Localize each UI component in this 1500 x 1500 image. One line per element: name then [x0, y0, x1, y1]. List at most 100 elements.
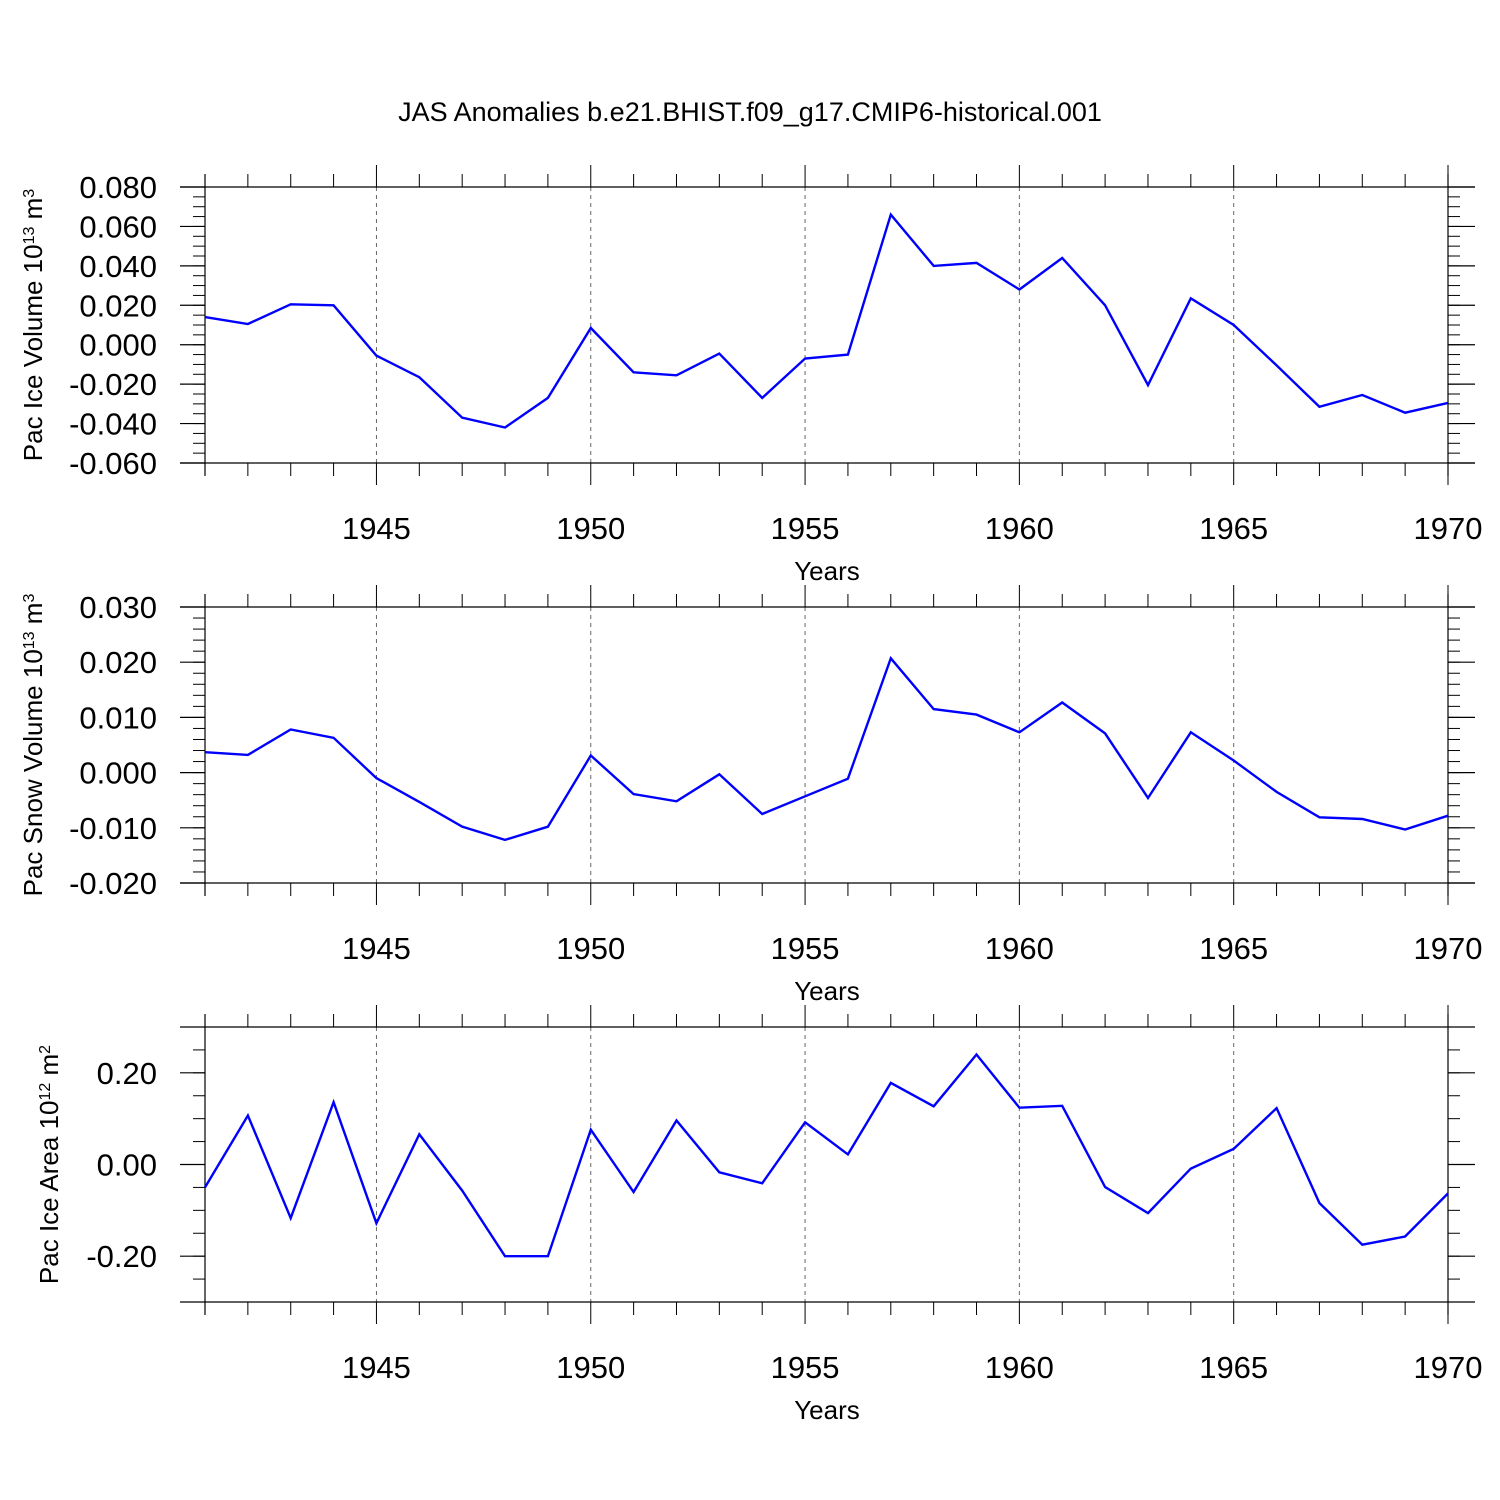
x-tick-label: 1970	[1414, 511, 1483, 546]
data-point	[890, 1082, 891, 1083]
data-point	[376, 355, 377, 356]
data-point	[1147, 385, 1148, 386]
x-tick-label: 1960	[985, 511, 1054, 546]
data-point	[1448, 402, 1449, 403]
data-point	[1276, 791, 1277, 792]
series-line	[204, 655, 1449, 842]
y-tick-label: 0.20	[97, 1056, 157, 1091]
data-point	[676, 801, 677, 802]
y-tick-label: 0.020	[79, 288, 157, 323]
data-point	[805, 1122, 806, 1123]
data-point	[805, 796, 806, 797]
x-tick-label: 1950	[556, 931, 625, 966]
x-tick-label: 1950	[556, 1350, 625, 1385]
data-point	[1362, 394, 1363, 395]
data-point	[505, 1256, 506, 1257]
x-tick-label: 1970	[1414, 931, 1483, 966]
y-tick-label: -0.20	[86, 1239, 157, 1274]
data-point	[333, 737, 334, 738]
data-point	[419, 1134, 420, 1135]
data-point	[1233, 1148, 1234, 1149]
data-point	[719, 774, 720, 775]
data-point	[676, 1120, 677, 1121]
x-tick-label: 1945	[342, 1350, 411, 1385]
data-point	[933, 1106, 934, 1107]
data-point	[847, 778, 848, 779]
y-tick-label: 0.020	[79, 645, 157, 680]
data-point	[805, 358, 806, 359]
y-tick-label: -0.010	[69, 811, 157, 846]
data-point	[547, 397, 548, 398]
x-tick-label: 1965	[1199, 1350, 1268, 1385]
data-point	[290, 729, 291, 730]
data-point	[633, 1192, 634, 1193]
data-point	[1105, 305, 1106, 306]
data-point	[590, 1129, 591, 1130]
data-point	[1019, 289, 1020, 290]
data-point	[1405, 412, 1406, 413]
y-tick-label: 0.080	[79, 170, 157, 205]
data-point	[847, 354, 848, 355]
data-point	[633, 794, 634, 795]
data-point	[1362, 818, 1363, 819]
data-point	[290, 1218, 291, 1219]
data-point	[676, 375, 677, 376]
data-point	[890, 214, 891, 215]
x-axis-label: Years	[794, 1395, 860, 1425]
data-point	[1233, 760, 1234, 761]
data-point	[547, 826, 548, 827]
x-tick-label: 1950	[556, 511, 625, 546]
y-tick-label: -0.020	[69, 866, 157, 901]
data-point	[247, 1115, 248, 1116]
y-axis-label: Pac Snow Volume 1013 m3	[18, 594, 48, 897]
data-point	[1319, 406, 1320, 407]
data-point	[333, 305, 334, 306]
y-axis-label: Pac Ice Volume 1013 m3	[18, 189, 48, 462]
data-point	[419, 377, 420, 378]
data-point	[1448, 1193, 1449, 1194]
chart-panel-1: -0.060 -0.040 -0.020 0.000 0.020 0.040 0.060 0.…	[18, 165, 1482, 586]
data-point	[762, 814, 763, 815]
data-point	[1062, 702, 1063, 703]
y-tick-label: -0.020	[69, 367, 157, 402]
x-tick-label: 1945	[342, 931, 411, 966]
series-line	[203, 1052, 1449, 1258]
chart-panel-2: -0.020 -0.010 0.000 0.010 0.020 0.030 1945 1950…	[18, 585, 1482, 1006]
data-point	[505, 839, 506, 840]
data-point	[1233, 325, 1234, 326]
data-point	[762, 1183, 763, 1184]
x-tick-label: 1965	[1199, 511, 1268, 546]
x-tick-label: 1955	[771, 931, 840, 966]
data-point	[976, 262, 977, 263]
y-tick-label: 0.000	[79, 756, 157, 791]
data-point	[719, 353, 720, 354]
data-point	[1105, 733, 1106, 734]
data-point	[1062, 257, 1063, 258]
data-point	[590, 755, 591, 756]
data-point	[1147, 1213, 1148, 1214]
data-point	[633, 372, 634, 373]
data-point	[762, 397, 763, 398]
data-point	[1190, 732, 1191, 733]
x-tick-label: 1945	[342, 511, 411, 546]
x-tick-label: 1955	[771, 511, 840, 546]
y-tick-label: 0.000	[79, 328, 157, 363]
data-point	[1405, 1236, 1406, 1237]
data-point	[333, 1102, 334, 1103]
y-tick-label: -0.040	[69, 407, 157, 442]
data-point	[890, 658, 891, 659]
y-tick-label: 0.010	[79, 700, 157, 735]
data-point	[247, 754, 248, 755]
data-point	[1190, 298, 1191, 299]
data-point	[1019, 732, 1020, 733]
data-point	[205, 752, 206, 753]
y-tick-label: 0.040	[79, 249, 157, 284]
data-point	[505, 427, 506, 428]
data-point	[247, 324, 248, 325]
data-point	[1019, 1107, 1020, 1108]
figure-title: JAS Anomalies b.e21.BHIST.f09_g17.CMIP6-…	[398, 97, 1102, 127]
data-point	[290, 304, 291, 305]
data-point	[1276, 1108, 1277, 1109]
data-point	[1276, 365, 1277, 366]
x-tick-label: 1970	[1414, 1350, 1483, 1385]
